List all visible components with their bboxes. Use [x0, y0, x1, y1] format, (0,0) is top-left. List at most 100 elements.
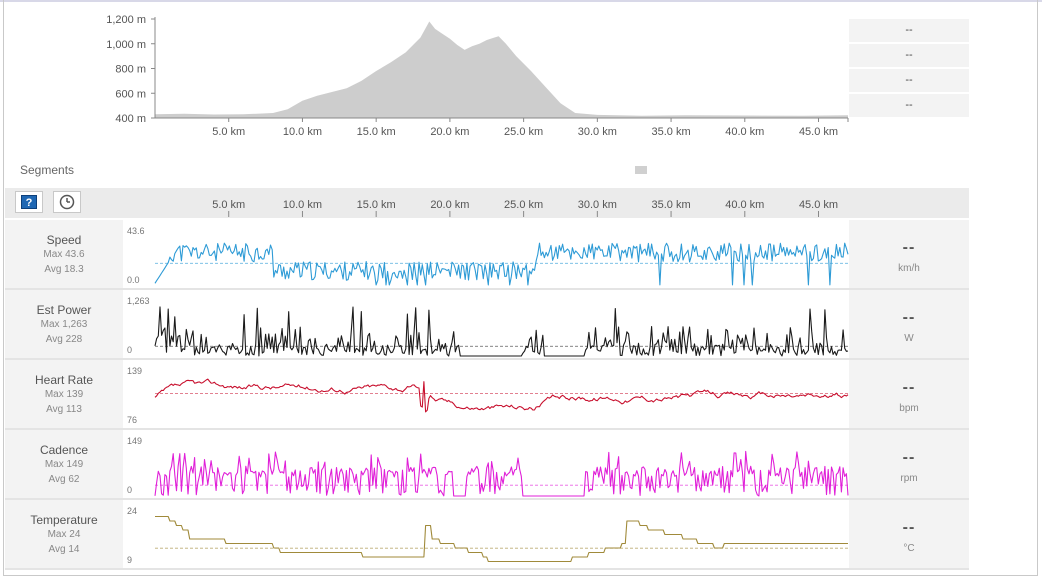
metric-name: Temperature	[30, 513, 98, 527]
metric-label-panel: Est Power Max 1,263 Avg 228	[5, 290, 123, 358]
elevation-x-tick-label: 45.0 km	[799, 126, 838, 138]
metric-chart[interactable]: 139 76	[123, 360, 849, 428]
metric-avg: Avg 18.3	[44, 264, 84, 275]
metric-max: Max 149	[44, 459, 84, 470]
time-axis-button[interactable]	[53, 191, 81, 213]
elevation-area	[155, 21, 848, 118]
metric-series-line	[154, 378, 849, 413]
metric-label-panel: Cadence Max 149 Avg 62	[5, 430, 123, 498]
metric-max: Max 139	[44, 389, 84, 400]
metric-chart[interactable]: 1,263 0	[123, 290, 849, 358]
row-separator	[5, 568, 969, 570]
elevation-y-tick-label: 1,200 m	[106, 14, 146, 26]
elevation-stats-panel: -- -- -- --	[849, 19, 969, 119]
header-x-tick-label: 10.0 km	[283, 199, 322, 211]
elevation-y-tick-label: 800 m	[115, 64, 146, 76]
metric-avg: Avg 62	[48, 474, 80, 485]
elevation-x-tick-label: 35.0 km	[651, 126, 690, 138]
timeline-header: ? 5.0 km 10.0 km 15.0 km 20.0 km 25.0 km 30.0…	[5, 188, 969, 218]
metric-chart[interactable]: 149 0	[123, 430, 849, 498]
elevation-chart: 1,200 m 1,000 m 800 m 600 m 400 m 5.0 km 10.0 …	[106, 14, 849, 138]
segment-marker[interactable]	[635, 166, 647, 174]
metric-axis-min-label: 0	[127, 345, 132, 355]
metric-name: Est Power	[36, 303, 92, 317]
elevation-y-tick-label: 400 m	[115, 113, 146, 125]
metric-unit: bpm	[899, 403, 919, 414]
row-separator	[5, 288, 969, 290]
metric-current-value: --	[902, 309, 916, 326]
metric-axis-max-label: 24	[127, 506, 137, 516]
metric-current-value: --	[902, 519, 916, 536]
metric-unit: km/h	[898, 263, 920, 274]
metric-series-line	[154, 242, 849, 286]
metric-chart[interactable]: 43.6 0.0	[123, 220, 849, 288]
metric-row-est-power: Est Power Max 1,263 Avg 228 -- W 1,263 0	[5, 290, 969, 358]
metric-label-panel: Speed Max 43.6 Avg 18.3	[5, 220, 123, 288]
elevation-x-tick-label: 5.0 km	[212, 126, 245, 138]
row-separator	[5, 498, 969, 500]
metric-series-line	[154, 450, 849, 497]
metric-unit: rpm	[900, 473, 918, 484]
metric-name: Speed	[46, 233, 82, 247]
header-x-tick-label: 30.0 km	[578, 199, 617, 211]
header-x-tick-label: 35.0 km	[651, 199, 690, 211]
header-x-tick-label: 45.0 km	[799, 199, 838, 211]
elevation-stat-2: --	[849, 44, 969, 67]
metric-unit: °C	[903, 543, 915, 554]
metric-avg: Avg 113	[46, 404, 82, 415]
metric-max: Max 1,263	[40, 319, 88, 330]
header-x-tick-label: 15.0 km	[357, 199, 396, 211]
metric-avg: Avg 228	[45, 334, 83, 345]
metric-label-panel: Heart Rate Max 139 Avg 113	[5, 360, 123, 428]
metric-current-value: --	[902, 449, 916, 466]
metric-axis-min-label: 0.0	[127, 275, 140, 285]
elevation-x-tick-label: 30.0 km	[578, 126, 617, 138]
app-frame	[3, 0, 1038, 576]
metric-value-panel: -- rpm	[849, 430, 969, 498]
segments-label: Segments	[20, 163, 75, 177]
clock-icon	[59, 194, 75, 210]
metric-current-value: --	[902, 239, 916, 256]
metric-name: Cadence	[39, 443, 89, 457]
metric-axis-max-label: 1,263	[127, 296, 150, 306]
elevation-x-tick-label: 10.0 km	[283, 126, 322, 138]
metric-value-panel: -- W	[849, 290, 969, 358]
metric-row-temperature: Temperature Max 24 Avg 14 -- °C 24 9	[5, 500, 969, 568]
elevation-stat-4: --	[849, 94, 969, 117]
metric-row-speed: Speed Max 43.6 Avg 18.3 -- km/h 43.6 0.0	[5, 220, 969, 288]
metric-series-line	[154, 306, 849, 357]
metric-row-heart-rate: Heart Rate Max 139 Avg 113 -- bpm 139 76	[5, 360, 969, 428]
elevation-x-tick-label: 25.0 km	[504, 126, 543, 138]
metric-axis-min-label: 0	[127, 485, 132, 495]
metric-current-value: --	[902, 379, 916, 396]
elevation-x-tick-label: 15.0 km	[357, 126, 396, 138]
metric-label-panel: Temperature Max 24 Avg 14	[5, 500, 123, 568]
metric-axis-min-label: 76	[127, 415, 137, 425]
metric-max: Max 43.6	[43, 249, 85, 260]
metric-value-panel: -- bpm	[849, 360, 969, 428]
metric-value-panel: -- km/h	[849, 220, 969, 288]
elevation-x-tick-label: 40.0 km	[725, 126, 764, 138]
metric-avg: Avg 14	[48, 544, 80, 555]
question-mark-icon: ?	[21, 195, 37, 209]
metric-name: Heart Rate	[34, 373, 94, 387]
metric-axis-max-label: 43.6	[127, 226, 145, 236]
header-x-tick-label: 40.0 km	[725, 199, 764, 211]
help-button[interactable]: ?	[15, 191, 43, 213]
metric-unit: W	[904, 333, 914, 344]
elevation-y-tick-label: 1,000 m	[106, 39, 146, 51]
elevation-x-tick-label: 20.0 km	[430, 126, 469, 138]
elevation-y-tick-label: 600 m	[115, 88, 146, 100]
header-distance-axis: 5.0 km 10.0 km 15.0 km 20.0 km 25.0 km 30.0 k…	[212, 199, 838, 217]
metric-value-panel: -- °C	[849, 500, 969, 568]
header-x-tick-label: 5.0 km	[212, 199, 245, 211]
metric-axis-max-label: 139	[127, 366, 142, 376]
metric-series-line	[155, 515, 848, 563]
metric-axis-min-label: 9	[127, 555, 132, 565]
metric-max: Max 24	[47, 529, 81, 540]
row-separator	[5, 358, 969, 360]
top-rule	[0, 0, 1042, 2]
metric-row-cadence: Cadence Max 149 Avg 62 -- rpm 149 0	[5, 430, 969, 498]
row-separator	[5, 428, 969, 430]
metric-chart[interactable]: 24 9	[123, 500, 849, 568]
